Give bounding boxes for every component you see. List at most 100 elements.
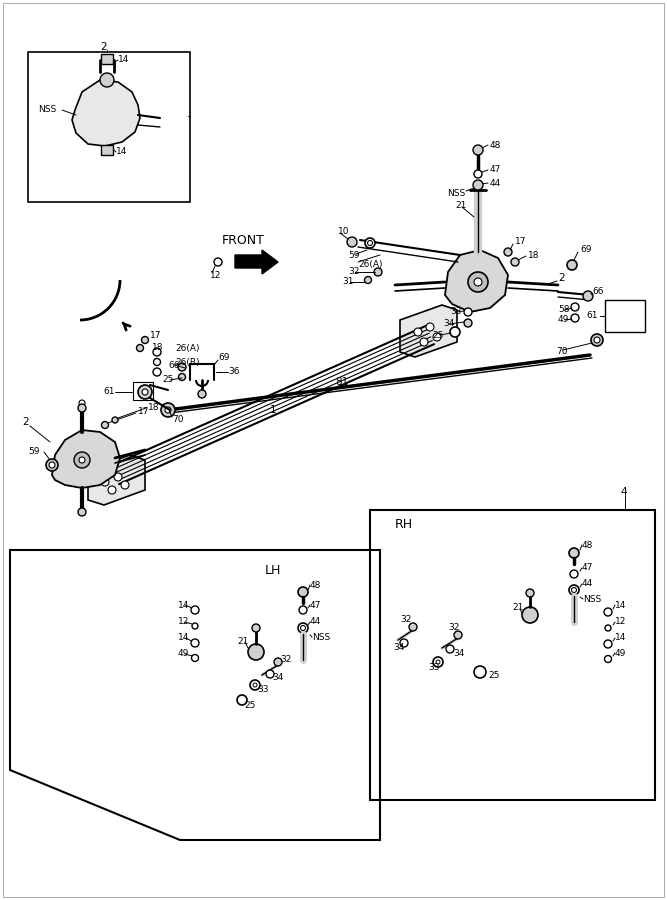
Text: 48: 48 bbox=[490, 140, 502, 149]
Text: 66: 66 bbox=[168, 361, 179, 370]
Circle shape bbox=[153, 348, 161, 356]
Text: 70: 70 bbox=[556, 347, 568, 356]
Circle shape bbox=[464, 308, 472, 316]
Circle shape bbox=[191, 639, 199, 647]
Text: 49: 49 bbox=[615, 649, 626, 658]
Text: 17: 17 bbox=[138, 408, 149, 417]
Text: 66: 66 bbox=[592, 287, 604, 296]
Text: 17: 17 bbox=[515, 238, 526, 247]
Text: 49: 49 bbox=[178, 650, 189, 659]
Text: 47: 47 bbox=[310, 600, 321, 609]
Text: 59: 59 bbox=[348, 250, 360, 259]
Bar bbox=[605, 300, 645, 332]
Text: 69: 69 bbox=[218, 354, 229, 363]
Text: 61: 61 bbox=[586, 311, 598, 320]
Circle shape bbox=[141, 337, 149, 344]
Circle shape bbox=[365, 238, 375, 248]
Text: 32: 32 bbox=[280, 655, 291, 664]
Text: 1: 1 bbox=[270, 405, 277, 415]
Circle shape bbox=[114, 473, 122, 481]
Text: 33: 33 bbox=[428, 663, 440, 672]
Circle shape bbox=[400, 639, 408, 647]
Text: NSS: NSS bbox=[447, 188, 466, 197]
Text: 4: 4 bbox=[620, 487, 626, 497]
Text: 25: 25 bbox=[488, 670, 500, 680]
Circle shape bbox=[409, 623, 417, 631]
Text: 26(B): 26(B) bbox=[175, 357, 199, 366]
Text: 32: 32 bbox=[400, 616, 412, 625]
Text: 34: 34 bbox=[443, 320, 454, 328]
Circle shape bbox=[253, 683, 257, 687]
Polygon shape bbox=[72, 80, 140, 146]
Text: RH: RH bbox=[395, 518, 413, 532]
Circle shape bbox=[250, 680, 260, 690]
Circle shape bbox=[248, 644, 264, 660]
Text: 12: 12 bbox=[210, 271, 221, 280]
Text: 47: 47 bbox=[582, 563, 594, 572]
Circle shape bbox=[165, 407, 171, 413]
Circle shape bbox=[101, 478, 109, 486]
Text: 59: 59 bbox=[28, 447, 39, 456]
Circle shape bbox=[79, 457, 85, 463]
Circle shape bbox=[138, 385, 152, 399]
Text: 36: 36 bbox=[228, 367, 239, 376]
Circle shape bbox=[473, 145, 483, 155]
Text: 47: 47 bbox=[490, 166, 502, 175]
Polygon shape bbox=[235, 250, 278, 274]
Circle shape bbox=[101, 421, 109, 428]
Text: 32: 32 bbox=[448, 624, 460, 633]
Circle shape bbox=[191, 606, 199, 614]
Circle shape bbox=[153, 358, 161, 365]
Text: 81: 81 bbox=[335, 377, 348, 387]
Text: 14: 14 bbox=[118, 56, 129, 65]
Circle shape bbox=[100, 73, 114, 87]
Text: FRONT: FRONT bbox=[222, 233, 265, 247]
Circle shape bbox=[299, 606, 307, 614]
Circle shape bbox=[468, 272, 488, 292]
Circle shape bbox=[347, 237, 357, 247]
Circle shape bbox=[474, 170, 482, 178]
Circle shape bbox=[214, 258, 222, 266]
Circle shape bbox=[420, 338, 428, 346]
Circle shape bbox=[368, 240, 372, 246]
Bar bbox=[101, 145, 113, 155]
Text: LH: LH bbox=[265, 563, 281, 577]
Circle shape bbox=[446, 645, 454, 653]
Circle shape bbox=[511, 258, 519, 266]
Text: 69: 69 bbox=[580, 246, 592, 255]
Bar bbox=[28, 52, 190, 202]
Text: 14: 14 bbox=[178, 634, 189, 643]
Text: 14: 14 bbox=[178, 600, 189, 609]
Circle shape bbox=[464, 319, 472, 327]
Circle shape bbox=[46, 459, 58, 471]
Text: NSS: NSS bbox=[312, 634, 330, 643]
Circle shape bbox=[583, 291, 593, 301]
Circle shape bbox=[604, 640, 612, 648]
Text: 17: 17 bbox=[150, 330, 161, 339]
Polygon shape bbox=[52, 430, 120, 488]
Circle shape bbox=[473, 180, 483, 190]
Bar bbox=[101, 54, 113, 64]
Circle shape bbox=[591, 334, 603, 346]
Circle shape bbox=[572, 588, 576, 592]
Circle shape bbox=[191, 654, 199, 662]
Circle shape bbox=[604, 655, 612, 662]
Text: 34: 34 bbox=[393, 644, 404, 652]
Text: 18: 18 bbox=[152, 344, 163, 353]
Text: 14: 14 bbox=[615, 600, 626, 609]
Text: 70: 70 bbox=[172, 416, 183, 425]
Circle shape bbox=[522, 607, 538, 623]
Text: 12: 12 bbox=[615, 617, 626, 626]
Circle shape bbox=[192, 623, 198, 629]
Circle shape bbox=[526, 589, 534, 597]
Text: 25: 25 bbox=[162, 375, 173, 384]
Text: 33: 33 bbox=[257, 686, 269, 695]
Text: 2: 2 bbox=[100, 42, 107, 52]
Circle shape bbox=[79, 400, 85, 406]
Text: 25: 25 bbox=[432, 330, 444, 339]
Text: NSS: NSS bbox=[38, 105, 56, 114]
Circle shape bbox=[108, 486, 116, 494]
Circle shape bbox=[594, 337, 600, 343]
Circle shape bbox=[364, 276, 372, 284]
Circle shape bbox=[78, 404, 86, 412]
